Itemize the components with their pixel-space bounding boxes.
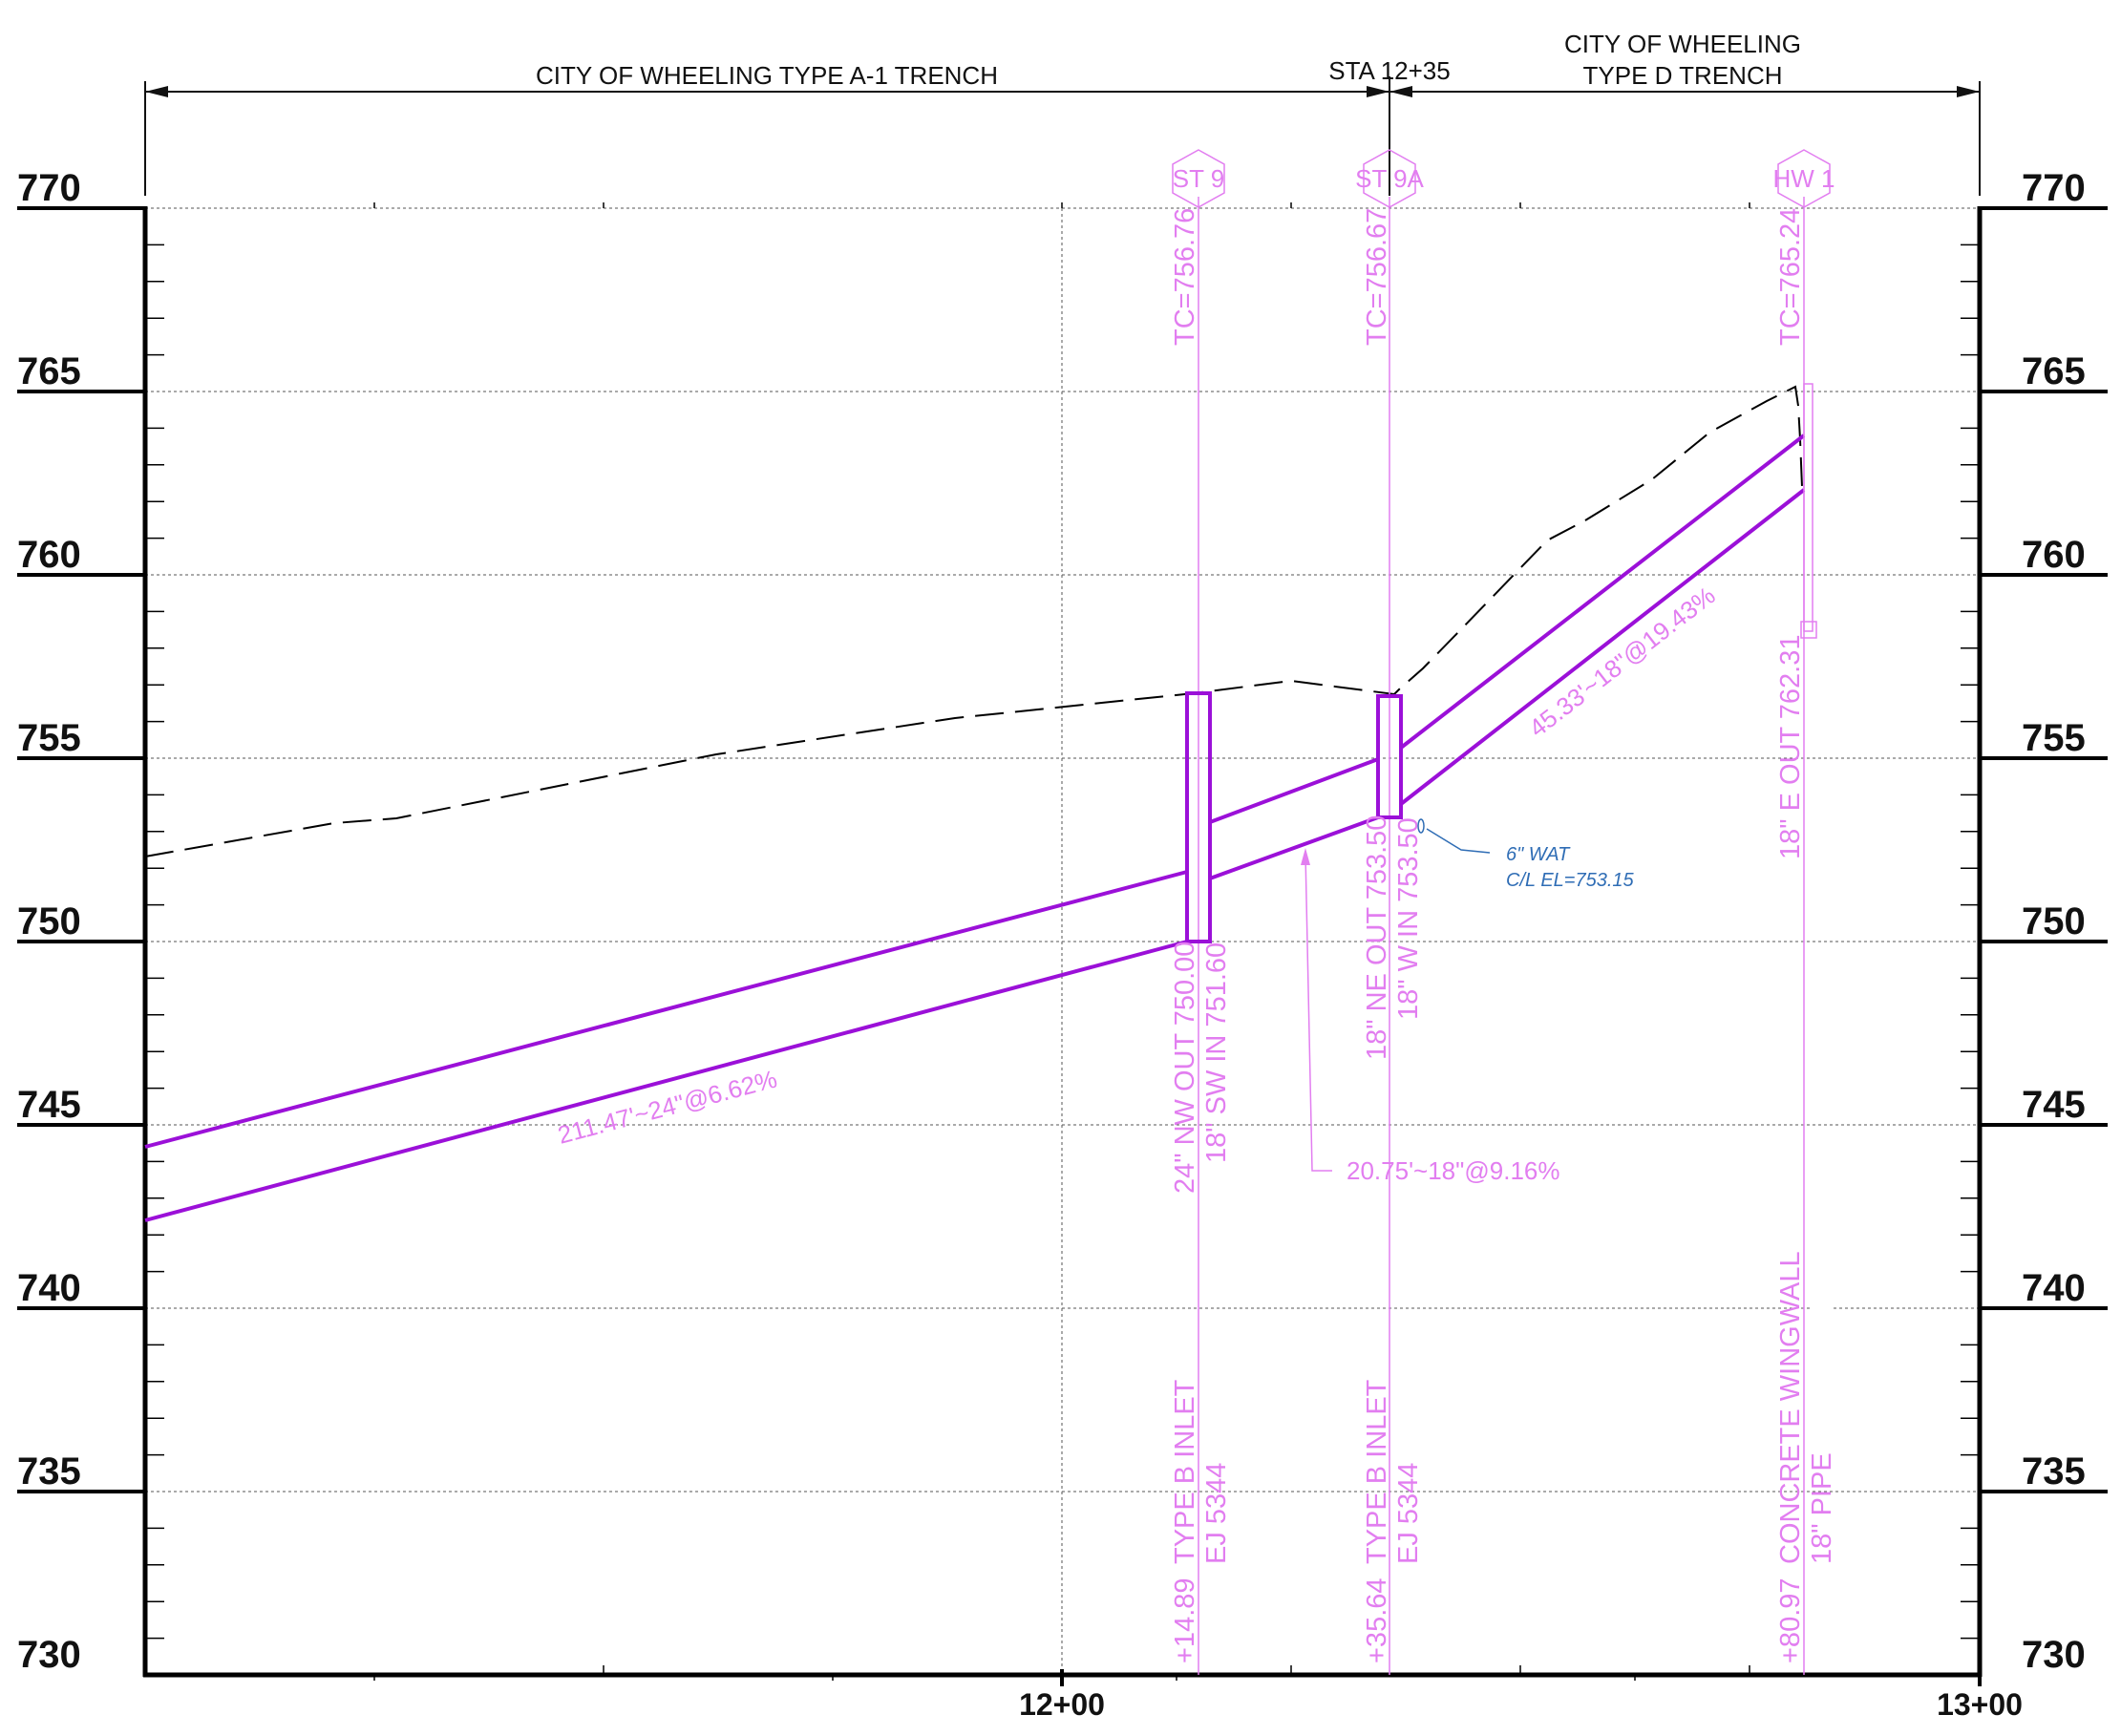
elev-label-left: 745: [17, 1084, 81, 1126]
st9-outlet-invert-label: 24" NW OUT 750.00: [1170, 942, 1200, 1194]
elev-label-left: 730: [17, 1634, 81, 1676]
water-line-label-2: C/L EL=753.15: [1506, 870, 1635, 891]
station-label-1200: 12+00: [1019, 1687, 1105, 1722]
header-dimension: [145, 76, 1980, 196]
pipe-segment-3: [1401, 435, 1804, 804]
elev-label-right: 750: [2022, 900, 2086, 942]
elev-label-left: 770: [17, 167, 81, 209]
st9a-top-casting-label: TC=756.67: [1362, 208, 1392, 346]
elev-label-right: 770: [2022, 167, 2086, 209]
pipe-segment-1: [145, 872, 1187, 1220]
pipe-1-label: 211.47'~24"@6.62%: [555, 1065, 780, 1150]
elev-label-right: 755: [2022, 717, 2086, 759]
elev-label-left: 750: [17, 900, 81, 942]
structure-centerlines: [1198, 197, 1804, 1675]
elev-label-left: 760: [17, 534, 81, 576]
st9a-type-label: TYPE B INLET: [1362, 1379, 1392, 1564]
elev-label-right: 730: [2022, 1634, 2086, 1676]
elev-label-left: 755: [17, 717, 81, 759]
st9a-name-label: ST 9A: [1355, 164, 1424, 193]
pipe-2-leader-arrow: [1301, 848, 1310, 865]
elev-label-right: 765: [2022, 350, 2086, 392]
hw1-pipe-note-label: 18" PIPE: [1807, 1452, 1837, 1564]
st9-offset-label: +14.89: [1170, 1577, 1200, 1663]
water-line-leader: [1427, 829, 1490, 853]
elev-label-right: 745: [2022, 1084, 2086, 1126]
station-label-1300: 13+00: [1937, 1687, 2023, 1722]
pipe-2-label: 20.75'~18"@9.16%: [1347, 1156, 1559, 1185]
hw1-offset-label: +80.97: [1775, 1577, 1806, 1663]
station-break-label: STA 12+35: [1328, 56, 1450, 85]
st9-casting-label: EJ 5344: [1201, 1463, 1232, 1564]
st9a-inlet-invert-label: 18" W IN 753.50: [1393, 817, 1424, 1020]
existing-ground-line: [145, 387, 1802, 857]
trench-d-label-line2: TYPE D TRENCH: [1583, 61, 1783, 90]
st9-top-casting-label: TC=756.76: [1170, 208, 1200, 346]
st9a-offset-label: +35.64: [1362, 1577, 1392, 1663]
st9-type-label: TYPE B INLET: [1170, 1379, 1200, 1564]
st9-inlet-invert-label: 18" SW IN 751.60: [1201, 942, 1232, 1163]
elev-label-right: 760: [2022, 534, 2086, 576]
hw1-invert-label: 18" E OUT 762.31: [1775, 635, 1806, 859]
pipe-2-leader: [1305, 854, 1332, 1171]
elev-label-left: 765: [17, 350, 81, 392]
elev-label-right: 735: [2022, 1450, 2086, 1493]
st9-name-label: ST 9: [1173, 164, 1224, 193]
elev-label-right: 740: [2022, 1267, 2086, 1309]
hw1-type-label: CONCRETE WINGWALL: [1775, 1251, 1806, 1564]
hw1-top-casting-label: TC=765.24: [1775, 208, 1806, 346]
trench-d-label-line1: CITY OF WHEELING: [1564, 30, 1801, 58]
pipe-3-label: 45.33'~18"@19.43%: [1523, 581, 1720, 743]
pipe-segment-2: [1210, 759, 1378, 879]
trench-a1-label: CITY OF WHEELING TYPE A-1 TRENCH: [536, 61, 998, 90]
hw1-name-label: HW 1: [1773, 164, 1835, 193]
water-line-label-1: 6" WAT: [1506, 844, 1571, 865]
elev-label-left: 740: [17, 1267, 81, 1309]
hw1-wingwall: [1804, 384, 1813, 631]
st9a-outlet-invert-label: 18" NE OUT 753.50: [1362, 815, 1392, 1060]
elev-label-left: 735: [17, 1450, 81, 1493]
st9a-casting-label: EJ 5344: [1393, 1463, 1424, 1564]
